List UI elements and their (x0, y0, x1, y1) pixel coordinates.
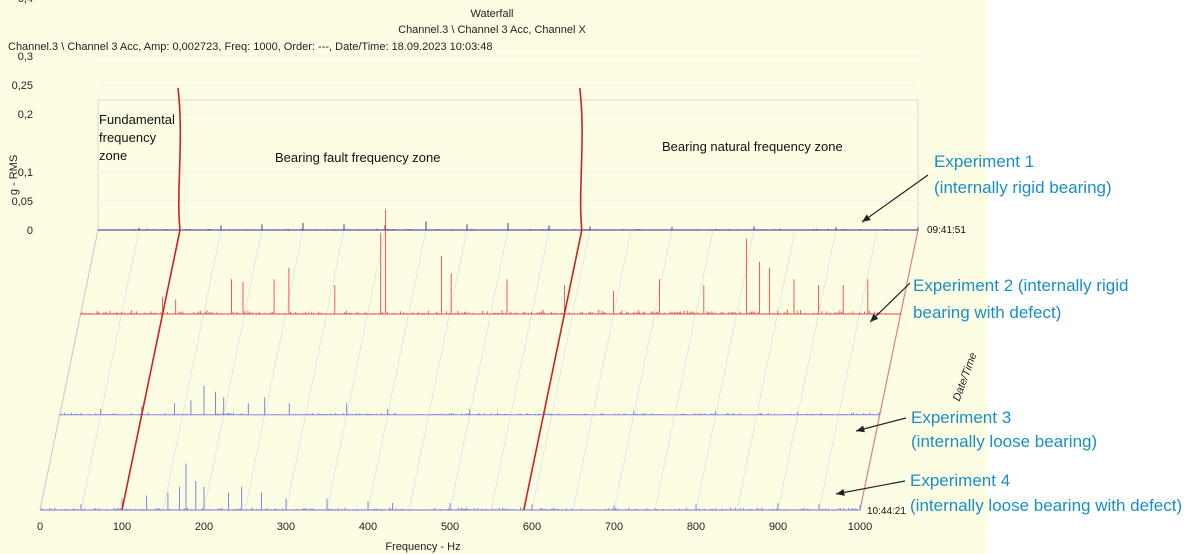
frequency-gridline (80, 229, 140, 511)
zone-label-bearing-fault: Bearing fault frequency zone (275, 150, 441, 165)
chart-subtitle: Channel.3 \ Channel 3 Acc, Channel X (398, 24, 586, 36)
spectrum-trace-4 (40, 463, 861, 511)
floor-left-edge (39, 229, 99, 511)
frequency-gridline (531, 229, 591, 511)
arrow-experiment-2-head (870, 313, 879, 322)
zone-label-fundamental: Fundamental frequency zone (99, 112, 179, 163)
arrow-experiment-1 (861, 174, 929, 223)
frequency-gridline (695, 229, 755, 511)
x-tick-label: 300 (277, 521, 295, 533)
cursor-info: Channel.3 \ Channel 3 Acc, Amp: 0,002723… (8, 41, 493, 53)
x-tick-label: 700 (605, 521, 623, 533)
y-tick-label: 0,2 (18, 109, 33, 121)
frequency-gridline (736, 229, 796, 511)
zone-label-bearing-natural: Bearing natural frequency zone (662, 139, 843, 154)
y-tick-label: 0,25 (12, 80, 33, 92)
x-tick-label: 200 (195, 521, 213, 533)
frequency-gridline (818, 229, 878, 511)
frequency-gridline (285, 229, 345, 511)
y-tick-label: 0,05 (12, 196, 33, 208)
spectrum-trace-1 (97, 221, 919, 231)
annotation-panel-background (988, 0, 1202, 554)
axis-layer: 0 0,05 0,1 0,2 0,25 0,3 0,4 0 100 200 300 400 500 600… (12, 0, 873, 533)
floor-right-edge (859, 229, 919, 511)
annotation-experiment-2: Experiment 2 (internally rigid bearing w… (913, 276, 1133, 322)
x-axis-label: Frequency - Hz (385, 541, 460, 553)
arrow-experiment-3-head (856, 425, 865, 433)
frequency-gridline (449, 229, 509, 511)
frequency-gridline (613, 229, 673, 511)
frequency-gridline (490, 229, 550, 511)
arrow-experiment-1-head (862, 214, 871, 222)
x-tick-label: 600 (523, 521, 541, 533)
zone-boundary-floor-1 (121, 229, 181, 511)
frequency-gridline (162, 229, 222, 511)
frequency-gridline (777, 229, 837, 511)
frequency-gridline (572, 229, 632, 511)
frequency-gridline (326, 229, 386, 511)
x-tick-label: 0 (37, 521, 43, 533)
x-tick-label: 500 (441, 521, 459, 533)
trace-layer (40, 209, 919, 511)
zone-boundary-wall-2 (579, 87, 583, 231)
y-tick-label: 0 (27, 225, 33, 237)
x-tick-label: 900 (769, 521, 787, 533)
x-tick-label: 1000 (848, 521, 872, 533)
y-tick-label: 0,4 (18, 0, 33, 5)
zone-boundary-wall-1 (177, 87, 182, 231)
annotation-arrows (835, 174, 929, 496)
frequency-gridline (408, 229, 468, 511)
y-tick-label: 0,1 (18, 167, 33, 179)
frequency-gridline (203, 229, 263, 511)
spectrum-trace-2 (80, 209, 902, 315)
arrow-experiment-4 (835, 480, 906, 495)
arrow-experiment-4-head (836, 489, 845, 496)
arrow-experiment-3 (855, 417, 907, 432)
grid-layer (39, 55, 919, 511)
zone-boundary-layer (121, 87, 583, 511)
y-tick-label: 0,3 (18, 51, 33, 63)
zone-boundary-floor-2 (523, 229, 583, 511)
frequency-gridline (654, 229, 714, 511)
timestamp-last: 10:44:21 (867, 506, 906, 517)
y-axis-label: g - RMS (8, 155, 20, 195)
chart-background (0, 0, 988, 554)
x-tick-label: 800 (687, 521, 705, 533)
frequency-gridline (244, 229, 304, 511)
chart-title: Waterfall (471, 8, 514, 20)
annotation-experiment-3: Experiment 3 (internally loose bearing) (911, 408, 1097, 451)
annotation-experiment-4: Experiment 4 (internally loose bearing w… (910, 471, 1182, 515)
annotation-experiment-1: Experiment 1 (internally rigid bearing) (934, 152, 1112, 197)
x-tick-label: 100 (113, 521, 131, 533)
spectrum-trace-3 (59, 385, 881, 416)
arrow-experiment-2 (869, 282, 911, 323)
timestamp-first: 09:41:51 (927, 225, 966, 236)
frequency-gridline (367, 229, 427, 511)
x-tick-label: 400 (359, 521, 377, 533)
